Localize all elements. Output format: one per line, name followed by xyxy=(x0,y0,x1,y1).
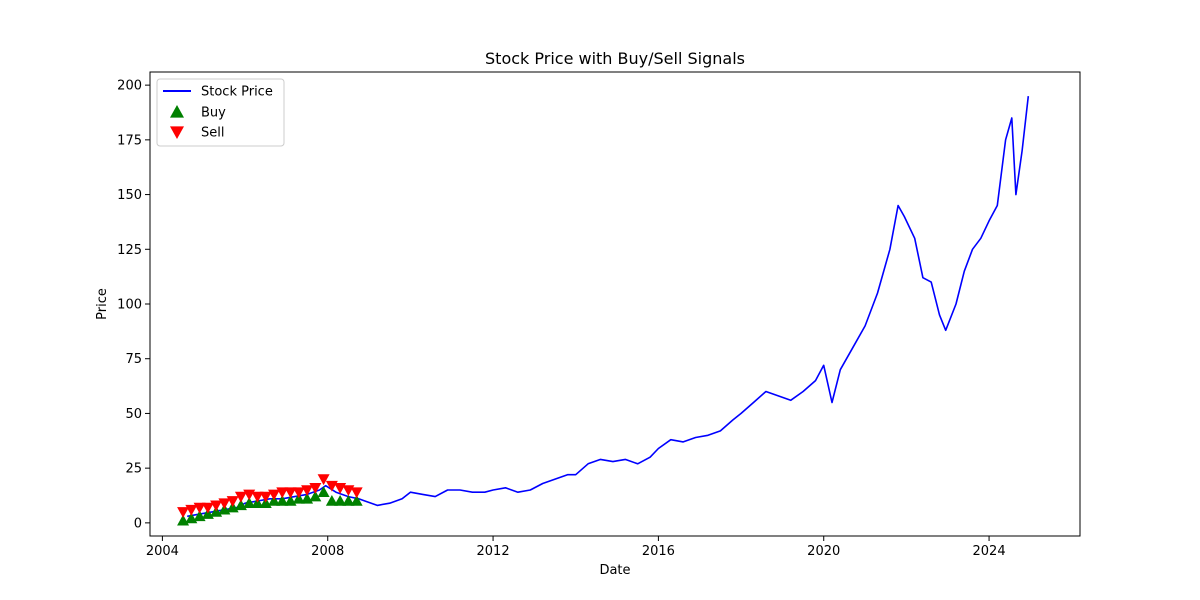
legend-box xyxy=(156,78,285,147)
sell-marker xyxy=(268,489,280,501)
y-tick-label: 0 xyxy=(134,516,142,531)
x-tick-label: 2008 xyxy=(311,544,344,559)
sell-marker xyxy=(259,491,272,503)
y-tick-label: 175 xyxy=(117,133,142,148)
y-tick-label: 25 xyxy=(125,462,142,477)
sell-marker xyxy=(210,500,223,512)
sell-marker xyxy=(292,487,305,499)
sell-marker xyxy=(251,491,264,503)
sell-marker xyxy=(234,491,247,503)
x-tick-label: 2004 xyxy=(146,544,179,559)
series-line-stock-price xyxy=(187,96,1030,518)
sell-marker xyxy=(276,487,289,499)
sell-marker xyxy=(226,496,239,507)
sell-marker xyxy=(317,474,330,486)
y-tick-label: 150 xyxy=(117,188,142,203)
y-tick-label: 50 xyxy=(125,407,142,422)
legend-label: Buy xyxy=(201,106,226,121)
y-axis-label: Price xyxy=(95,288,110,320)
series-layer xyxy=(177,96,1030,526)
buy-marker xyxy=(243,497,256,508)
y-tick-label: 100 xyxy=(117,298,142,313)
sell-marker xyxy=(301,485,314,497)
legend-swatch-sell xyxy=(170,126,184,139)
chart-title: Stock Price with Buy/Sell Signals xyxy=(485,49,745,68)
buy-marker xyxy=(334,494,347,506)
y-axis: 0 25 50 75 100 125 150 175 200 xyxy=(117,79,150,531)
legend-label: Sell xyxy=(201,126,224,141)
sell-marker xyxy=(218,498,231,510)
plot-area xyxy=(149,71,1081,537)
buy-marker xyxy=(350,494,363,506)
x-axis: 2004 2008 2012 2016 2020 2024 xyxy=(146,536,1006,559)
legend: Stock Price Buy Sell xyxy=(156,78,285,147)
x-tick-label: 2012 xyxy=(477,544,510,559)
y-tick-label: 75 xyxy=(125,352,142,367)
x-tick-label: 2016 xyxy=(642,544,675,559)
sell-marker xyxy=(284,487,297,499)
sell-marker xyxy=(193,502,206,514)
buy-marker xyxy=(325,494,338,506)
sell-marker xyxy=(201,502,214,514)
x-axis-label: Date xyxy=(599,563,630,578)
sell-marker xyxy=(177,507,190,518)
x-tick-label: 2020 xyxy=(807,544,840,559)
legend-swatch-buy xyxy=(170,105,184,118)
sell-marker xyxy=(185,504,198,516)
legend-label: Stock Price xyxy=(201,85,273,100)
buy-marker xyxy=(276,494,289,506)
buy-marker xyxy=(309,490,322,502)
buy-marker xyxy=(342,494,355,506)
buy-marker xyxy=(317,486,330,498)
sell-marker xyxy=(309,483,322,494)
x-tick-label: 2024 xyxy=(973,544,1006,559)
y-tick-label: 125 xyxy=(117,243,142,258)
y-tick-label: 200 xyxy=(117,79,142,94)
sell-marker xyxy=(350,487,363,499)
